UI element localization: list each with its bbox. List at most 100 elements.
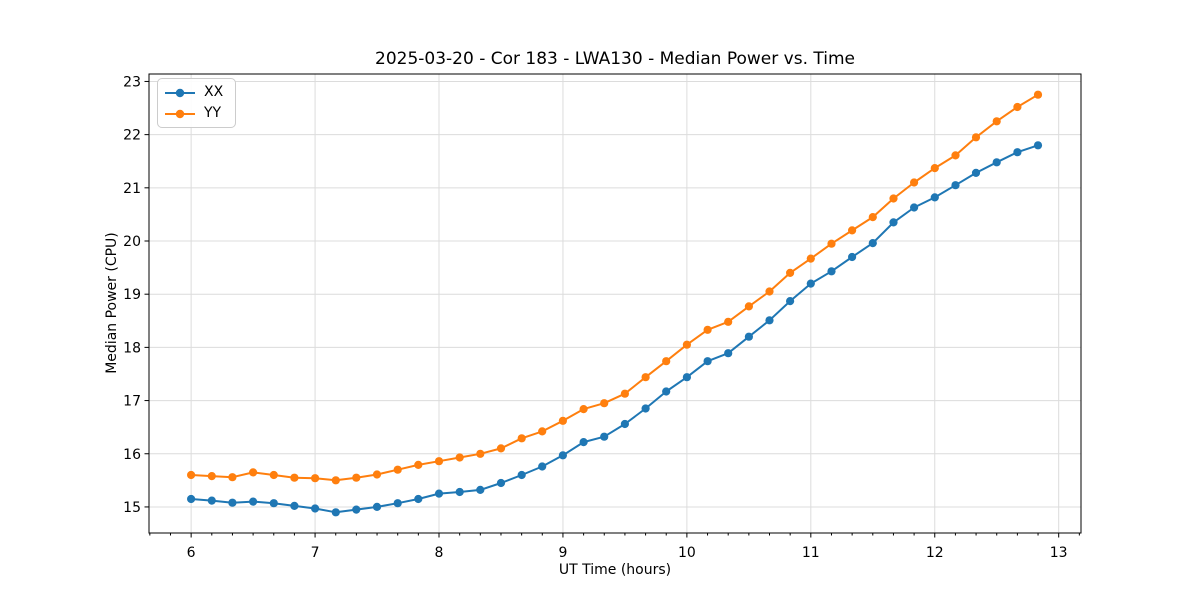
data-point-yy <box>806 254 815 263</box>
data-point-xx <box>848 252 857 262</box>
x-axis-label: UT Time (hours) <box>558 562 672 578</box>
gridlines <box>149 74 1081 533</box>
data-point-yy <box>868 213 877 222</box>
data-point-yy <box>249 468 258 477</box>
data-point-yy <box>1033 90 1043 99</box>
data-point-yy <box>600 399 609 408</box>
data-point-yy <box>579 405 588 414</box>
data-point-yy <box>620 389 630 398</box>
data-point-xx <box>971 168 981 177</box>
data-point-xx <box>496 478 506 488</box>
y-tick-label: 15 <box>123 500 141 516</box>
chart-title: 2025-03-20 - Cor 183 - LWA130 - Median P… <box>375 49 855 69</box>
data-point-yy <box>786 268 795 277</box>
x-axis-ticks: 6 7 8 9 10 11 12 13 <box>187 533 1068 561</box>
data-point-xx <box>910 203 919 212</box>
legend-item-yy: YY <box>164 105 223 122</box>
data-point-xx <box>992 158 1001 167</box>
x-tick-label: 10 <box>678 545 696 561</box>
data-point-xx <box>352 505 361 514</box>
data-point-xx <box>620 419 630 429</box>
data-point-xx <box>538 462 547 471</box>
data-point-yy <box>930 164 939 173</box>
data-point-xx <box>290 501 299 510</box>
data-point-xx <box>207 496 216 505</box>
data-point-xx <box>930 193 939 202</box>
legend-line-marker-icon <box>164 109 196 119</box>
data-point-xx <box>311 504 320 513</box>
y-tick-label: 19 <box>123 287 141 303</box>
data-point-yy <box>889 194 898 203</box>
data-point-xx <box>724 349 733 358</box>
data-point-xx <box>682 373 692 382</box>
y-tick-label: 18 <box>123 340 141 356</box>
legend-label-xx: XX <box>204 84 224 100</box>
data-point-xx <box>269 499 278 508</box>
data-point-xx <box>600 432 609 441</box>
y-axis-label: Median Power (CPU) <box>104 232 120 374</box>
data-point-yy <box>228 473 237 482</box>
legend-label-yy: YY <box>204 105 222 121</box>
legend-item-xx: XX <box>164 84 223 101</box>
data-point-xx <box>827 267 836 276</box>
data-point-yy <box>455 453 464 462</box>
data-point-yy <box>848 226 857 235</box>
data-point-yy <box>910 178 919 187</box>
plot-border <box>148 73 1082 534</box>
x-tick-label: 6 <box>187 545 196 561</box>
x-tick-label: 9 <box>558 545 567 561</box>
data-point-xx <box>455 487 464 497</box>
data-point-xx <box>889 218 898 227</box>
y-tick-label: 20 <box>123 234 141 250</box>
data-point-yy <box>703 325 712 334</box>
data-point-xx <box>372 502 382 511</box>
data-point-xx <box>703 357 712 366</box>
data-point-xx <box>517 470 526 480</box>
data-point-yy <box>971 133 981 142</box>
data-point-xx <box>662 387 671 396</box>
data-point-yy <box>744 302 754 311</box>
data-point-yy <box>372 470 382 479</box>
data-point-yy <box>517 434 526 443</box>
data-point-yy <box>290 473 299 482</box>
x-tick-label: 7 <box>311 545 320 561</box>
data-point-xx <box>951 181 960 190</box>
data-point-xx <box>868 239 877 248</box>
data-point-yy <box>641 373 650 382</box>
legend-line-marker-icon <box>164 88 196 98</box>
y-tick-label: 22 <box>123 128 141 144</box>
data-point-yy <box>434 457 444 466</box>
y-tick-label: 23 <box>123 74 141 90</box>
series-xx <box>187 141 1043 517</box>
data-point-yy <box>992 117 1001 126</box>
series-yy <box>187 90 1043 485</box>
data-point-xx <box>579 438 588 447</box>
data-point-yy <box>496 444 506 453</box>
data-point-yy <box>558 416 568 425</box>
data-point-xx <box>249 497 258 506</box>
data-point-yy <box>311 474 320 483</box>
data-point-xx <box>228 498 237 507</box>
data-point-yy <box>476 449 485 458</box>
x-tick-label: 12 <box>926 545 944 561</box>
data-point-yy <box>207 472 216 481</box>
x-tick-label: 11 <box>802 545 820 561</box>
data-point-xx <box>641 404 650 413</box>
y-tick-label: 21 <box>123 181 141 197</box>
data-point-xx <box>558 451 568 460</box>
data-point-xx <box>1013 148 1022 157</box>
y-tick-label: 17 <box>123 394 141 410</box>
data-point-xx <box>786 297 795 306</box>
data-point-xx <box>434 489 444 498</box>
data-point-yy <box>331 476 340 485</box>
x-tick-label: 13 <box>1050 545 1068 561</box>
data-point-yy <box>393 465 402 474</box>
x-tick-label: 8 <box>435 545 444 561</box>
legend: XX YY <box>157 78 237 128</box>
data-point-yy <box>352 473 361 482</box>
data-point-xx <box>765 316 774 325</box>
data-point-xx <box>806 279 815 288</box>
data-point-xx <box>1033 141 1043 150</box>
